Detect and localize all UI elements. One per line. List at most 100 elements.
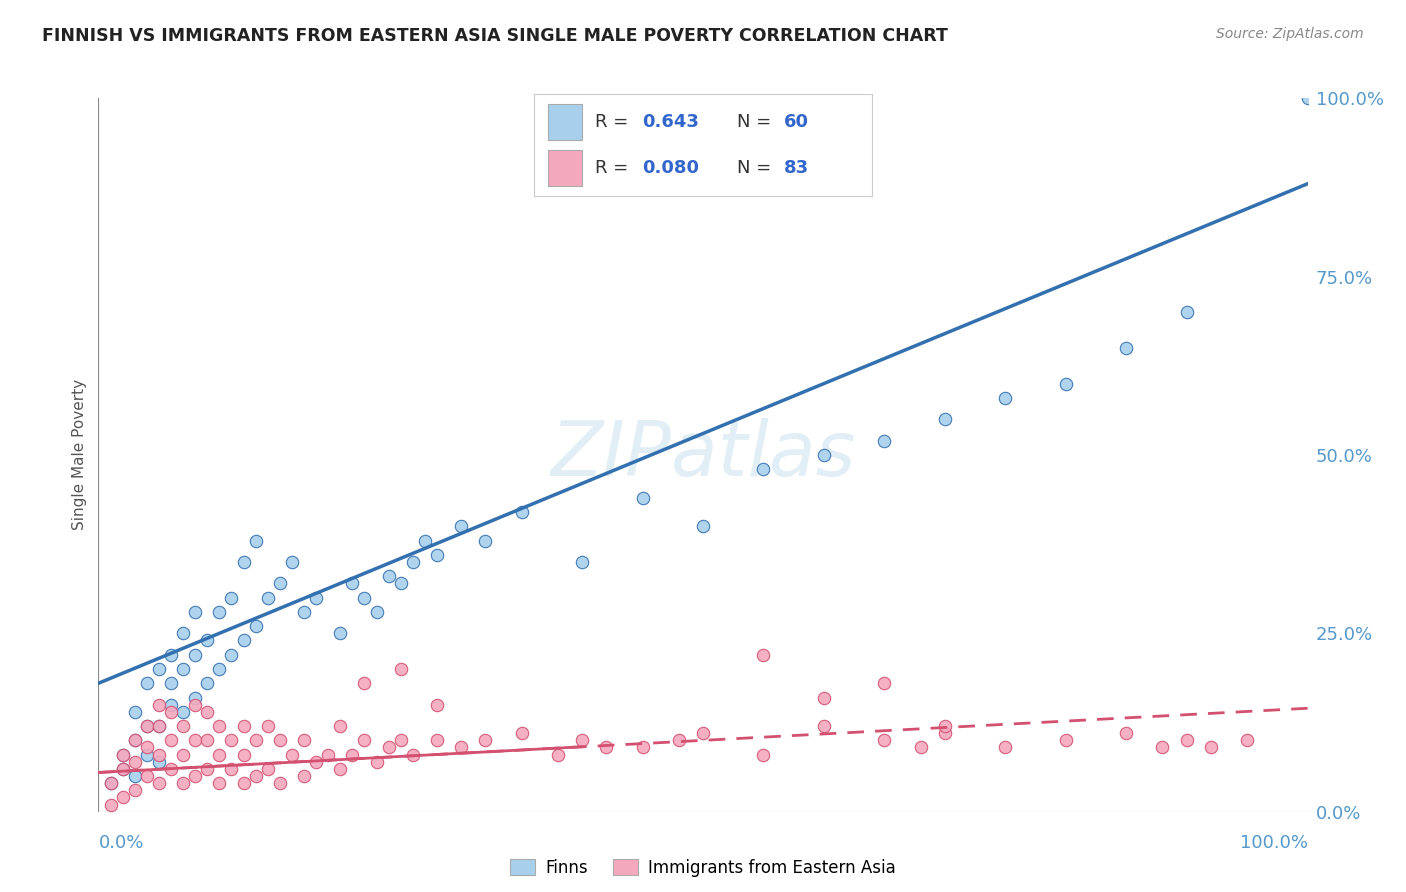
Point <box>426 548 449 562</box>
Point <box>184 648 207 662</box>
Point <box>377 740 399 755</box>
Point <box>160 648 183 662</box>
Point <box>172 626 194 640</box>
Point <box>124 705 146 719</box>
Point <box>571 555 593 569</box>
Point <box>172 662 194 676</box>
Point <box>329 762 352 776</box>
Point <box>752 648 775 662</box>
Point <box>631 491 654 505</box>
Point <box>547 747 569 762</box>
Point <box>426 698 449 712</box>
Point <box>232 776 254 790</box>
Point <box>281 747 304 762</box>
Point <box>184 769 207 783</box>
Point <box>111 747 134 762</box>
Text: 83: 83 <box>785 159 808 177</box>
Bar <box>548 150 582 186</box>
Point <box>160 762 183 776</box>
Point <box>1054 376 1077 391</box>
Point <box>692 726 714 740</box>
Point <box>281 555 304 569</box>
Point <box>184 733 207 747</box>
Point <box>245 533 267 548</box>
Point <box>100 797 122 812</box>
Point <box>160 698 183 712</box>
Text: FINNISH VS IMMIGRANTS FROM EASTERN ASIA SINGLE MALE POVERTY CORRELATION CHART: FINNISH VS IMMIGRANTS FROM EASTERN ASIA … <box>42 27 948 45</box>
Point <box>329 719 352 733</box>
Point <box>100 776 122 790</box>
Point <box>873 733 896 747</box>
Point <box>1115 341 1137 355</box>
Point <box>124 783 146 797</box>
Point <box>1152 740 1174 755</box>
Point <box>474 733 496 747</box>
Text: R =: R = <box>595 113 634 131</box>
Point <box>1296 91 1319 105</box>
Point <box>305 591 328 605</box>
Point <box>402 747 425 762</box>
Point <box>124 733 146 747</box>
Point <box>195 705 218 719</box>
Point <box>256 719 278 733</box>
Point <box>292 605 315 619</box>
Point <box>994 391 1017 405</box>
Point <box>184 698 207 712</box>
Point <box>148 776 170 790</box>
Point <box>377 569 399 583</box>
Point <box>111 790 134 805</box>
Point <box>184 690 207 705</box>
Point <box>111 762 134 776</box>
Point <box>692 519 714 533</box>
Y-axis label: Single Male Poverty: Single Male Poverty <box>72 379 87 531</box>
Point <box>221 762 243 776</box>
Point <box>184 605 207 619</box>
Text: 0.643: 0.643 <box>643 113 699 131</box>
Point <box>208 662 231 676</box>
Point <box>342 576 364 591</box>
Point <box>752 462 775 476</box>
Point <box>292 769 315 783</box>
Text: 60: 60 <box>785 113 808 131</box>
Point <box>873 676 896 690</box>
Point <box>316 747 339 762</box>
Point <box>111 747 134 762</box>
Point <box>172 776 194 790</box>
Point <box>366 755 388 769</box>
Point <box>221 591 243 605</box>
Point <box>813 448 835 462</box>
Point <box>148 747 170 762</box>
Point <box>160 705 183 719</box>
Point <box>135 747 157 762</box>
Point <box>342 747 364 762</box>
Point <box>934 719 956 733</box>
Point <box>124 769 146 783</box>
Point <box>474 533 496 548</box>
Point <box>232 747 254 762</box>
Point <box>668 733 690 747</box>
Point <box>292 733 315 747</box>
Point <box>124 755 146 769</box>
Text: 0.080: 0.080 <box>643 159 699 177</box>
Point <box>135 719 157 733</box>
Point <box>148 698 170 712</box>
Point <box>934 412 956 426</box>
Point <box>1115 726 1137 740</box>
Point <box>245 769 267 783</box>
Point <box>232 555 254 569</box>
Point <box>631 740 654 755</box>
Point <box>813 719 835 733</box>
Point <box>195 733 218 747</box>
Point <box>269 576 291 591</box>
Point <box>100 776 122 790</box>
Point <box>305 755 328 769</box>
Point <box>353 676 375 690</box>
Point <box>221 648 243 662</box>
Point <box>813 690 835 705</box>
Point <box>873 434 896 448</box>
Point <box>510 726 533 740</box>
Point <box>135 740 157 755</box>
Point <box>172 747 194 762</box>
Point <box>269 733 291 747</box>
Point <box>389 733 412 747</box>
